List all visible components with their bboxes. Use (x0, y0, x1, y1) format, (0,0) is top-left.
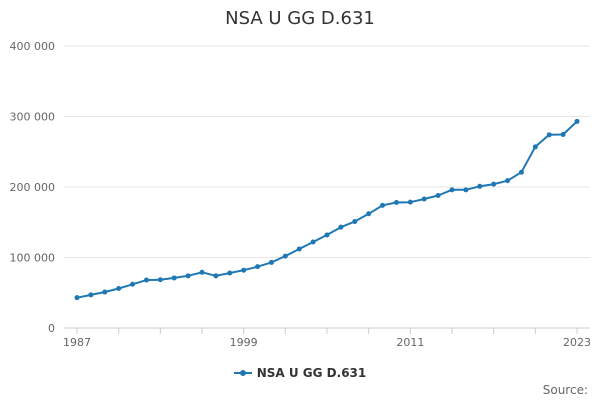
data-point (532, 144, 538, 150)
chart-title: NSA U GG D.631 (225, 8, 375, 29)
x-axis (64, 327, 590, 334)
x-tick-label: 2011 (396, 336, 424, 349)
data-point (171, 275, 177, 281)
data-point (380, 202, 386, 208)
legend-swatch (233, 367, 252, 379)
x-tick-label: 1987 (63, 336, 91, 349)
data-point (199, 269, 205, 275)
legend[interactable]: NSA U GG D.631 (0, 366, 600, 380)
data-point (296, 246, 302, 252)
data-point (130, 281, 136, 287)
data-point (574, 118, 580, 124)
y-tick-label: 300 000 (10, 111, 56, 124)
data-point (268, 259, 274, 265)
data-point (393, 200, 399, 206)
data-point (157, 277, 163, 283)
data-point (505, 178, 511, 184)
data-point (546, 132, 552, 138)
data-point (338, 224, 344, 230)
data-point (74, 295, 80, 301)
x-tick-label: 2023 (563, 336, 591, 349)
data-point (477, 183, 483, 189)
gridlines (64, 45, 590, 258)
series-line (76, 120, 578, 299)
legend-label: NSA U GG D.631 (256, 366, 367, 380)
y-tick-label: 400 000 (10, 40, 56, 53)
data-point (143, 277, 149, 283)
source-label: Source: (542, 383, 588, 397)
data-point (449, 187, 455, 193)
data-point (88, 292, 94, 298)
data-point (116, 286, 122, 292)
data-point (102, 289, 108, 295)
data-point (491, 181, 497, 187)
data-point (227, 270, 233, 276)
data-point (282, 253, 288, 259)
x-tick-label: 1999 (230, 336, 258, 349)
y-tick-label: 0 (48, 322, 55, 335)
data-point (435, 192, 441, 198)
data-point (366, 211, 372, 217)
data-point (352, 219, 358, 225)
data-point (518, 169, 524, 175)
data-point (463, 187, 469, 193)
data-point (310, 239, 316, 245)
series-group (74, 118, 580, 301)
data-point (324, 232, 330, 238)
data-point (421, 196, 427, 202)
data-point (255, 264, 261, 270)
data-point (560, 131, 566, 137)
data-point (185, 273, 191, 279)
y-axis-tick-labels: 0 100 000 200 000 300 000 400 000 (10, 40, 56, 335)
y-tick-label: 100 000 (10, 252, 56, 265)
y-tick-label: 200 000 (10, 181, 56, 194)
x-axis-tick-labels: 1987 1999 2011 2023 (63, 336, 591, 349)
data-point (407, 199, 413, 205)
data-point (213, 273, 219, 279)
data-point (241, 267, 247, 273)
